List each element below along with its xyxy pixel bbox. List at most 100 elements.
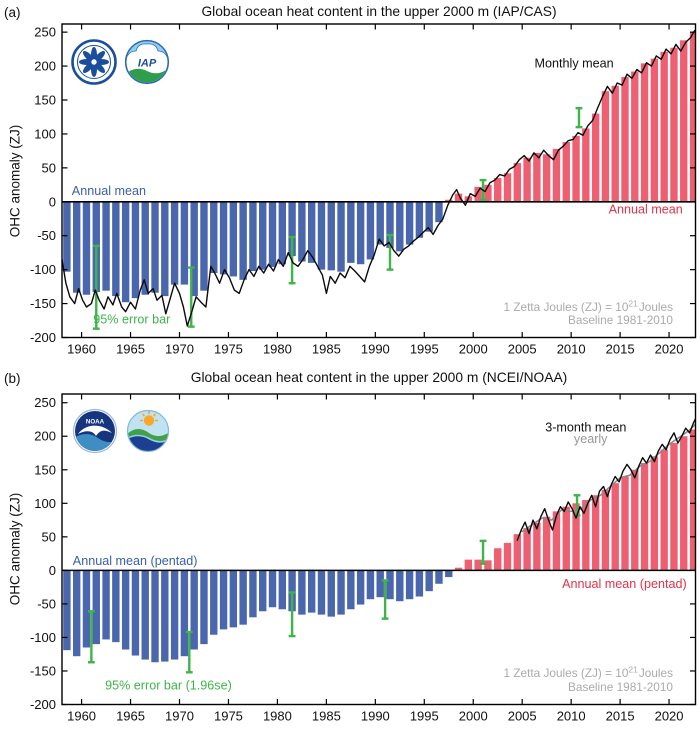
bar-1991 bbox=[386, 570, 394, 600]
bar-2002 bbox=[494, 178, 502, 202]
baseline-footnote: Baseline 1981-2010 bbox=[568, 313, 673, 327]
error-bar-1982 bbox=[288, 591, 296, 638]
x-tick-1980: 1980 bbox=[263, 709, 292, 724]
y-tick-200: 200 bbox=[34, 429, 56, 444]
bar-2011 bbox=[582, 128, 590, 202]
bar-2003 bbox=[503, 173, 512, 202]
error-bar-1971 bbox=[187, 266, 195, 328]
bar-1968 bbox=[161, 570, 169, 662]
bar-2002 bbox=[494, 548, 502, 571]
bar-1985 bbox=[327, 201, 335, 271]
panel-a-letter: (a) bbox=[4, 5, 21, 20]
bar-1988 bbox=[356, 570, 365, 605]
unit-footnote: 1 Zetta Joules (ZJ) = 1021Joules bbox=[504, 299, 674, 315]
x-tick-1985: 1985 bbox=[312, 342, 341, 357]
bar-1974 bbox=[219, 570, 228, 630]
bar-1979 bbox=[268, 570, 277, 608]
panel-b-title: Global ocean heat content in the upper 2… bbox=[190, 370, 568, 385]
bar-1986 bbox=[337, 570, 345, 615]
bar-2008 bbox=[552, 511, 561, 571]
axis-tick-labels: 1960 1965 1970 1975 1980 1985 1990 1995 2000 2005… bbox=[30, 395, 684, 723]
bar-1981 bbox=[288, 570, 296, 612]
bar-1984 bbox=[317, 201, 326, 270]
error-bar-label: 95% error bar (1.96se) bbox=[105, 679, 232, 693]
x-tick-2000: 2000 bbox=[459, 709, 488, 724]
x-tick-1980: 1980 bbox=[263, 342, 292, 357]
bar-1970 bbox=[180, 570, 189, 657]
y-tick-50: 50 bbox=[42, 529, 56, 544]
y-tick-250: 250 bbox=[34, 395, 56, 410]
y-tick--200: -200 bbox=[30, 697, 56, 712]
bar-1981 bbox=[288, 201, 296, 257]
bar-2017 bbox=[640, 463, 649, 571]
bar-1988 bbox=[356, 201, 365, 265]
x-tick-1975: 1975 bbox=[214, 709, 243, 724]
bar-2012 bbox=[591, 113, 600, 202]
bar-1963 bbox=[112, 201, 120, 297]
bar-1966 bbox=[141, 570, 149, 660]
bar-1975 bbox=[229, 570, 238, 628]
bar-1985 bbox=[327, 570, 335, 617]
three-month-mean-label: 3-month mean bbox=[545, 421, 626, 435]
unit-footnote: 1 Zetta Joules (ZJ) = 1021Joules bbox=[504, 665, 674, 681]
svg-text:IAP: IAP bbox=[138, 58, 157, 70]
bar-1993 bbox=[405, 570, 414, 600]
bar-1975 bbox=[229, 201, 238, 277]
bar-2005 bbox=[523, 528, 531, 571]
bar-1994 bbox=[415, 570, 424, 597]
axis-ticks bbox=[62, 24, 696, 339]
y-tick-150: 150 bbox=[34, 462, 56, 477]
x-tick-1960: 1960 bbox=[67, 709, 96, 724]
error-bar-label: 95% error bar bbox=[93, 312, 170, 326]
bar-1973 bbox=[210, 570, 218, 635]
x-tick-1985: 1985 bbox=[312, 709, 341, 724]
bar-2010 bbox=[572, 135, 580, 202]
bar-2015 bbox=[621, 476, 629, 571]
bar-1976 bbox=[239, 201, 247, 280]
bar-1983 bbox=[307, 570, 316, 613]
x-tick-2020: 2020 bbox=[655, 342, 684, 357]
x-tick-2015: 2015 bbox=[606, 709, 635, 724]
x-tick-1970: 1970 bbox=[165, 709, 194, 724]
y-tick-100: 100 bbox=[34, 126, 56, 141]
y-tick-200: 200 bbox=[34, 59, 56, 74]
bar-1965 bbox=[131, 201, 140, 299]
yearly-label: yearly bbox=[574, 432, 608, 446]
bar-2009 bbox=[562, 142, 570, 202]
bar-1970 bbox=[180, 201, 189, 285]
bar-1959 bbox=[72, 570, 81, 657]
x-tick-1965: 1965 bbox=[116, 342, 145, 357]
bar-2021 bbox=[680, 40, 688, 202]
bar-1978 bbox=[259, 570, 267, 612]
bar-2007 bbox=[542, 154, 551, 202]
x-tick-1995: 1995 bbox=[410, 709, 439, 724]
bar-2022 bbox=[689, 32, 696, 202]
bar-2013 bbox=[601, 91, 610, 202]
bar-2001 bbox=[484, 560, 492, 571]
bar-2017 bbox=[640, 63, 649, 202]
ohc-chart-ncei-noaa: 1960 1965 1970 1975 1980 1985 1990 1995 2000 2005… bbox=[30, 393, 697, 724]
y-tick--100: -100 bbox=[30, 630, 56, 645]
bar-2003 bbox=[503, 542, 512, 571]
bar-1960 bbox=[82, 570, 91, 648]
annual-mean-pentad-label-blue: Annual mean (pentad) bbox=[73, 554, 198, 568]
bar-1997 bbox=[445, 199, 453, 202]
bar-1994 bbox=[415, 201, 424, 238]
bar-1969 bbox=[170, 570, 179, 660]
bar-2016 bbox=[631, 71, 639, 202]
bar-2016 bbox=[631, 469, 639, 571]
bar-1984 bbox=[317, 570, 326, 615]
error-bar-1961 bbox=[87, 610, 95, 664]
bar-2014 bbox=[611, 483, 619, 571]
iap-logo-icon: IAP bbox=[124, 39, 170, 85]
bar-1987 bbox=[347, 570, 355, 610]
bar-2018 bbox=[650, 456, 659, 571]
x-tick-1990: 1990 bbox=[361, 342, 390, 357]
bar-1989 bbox=[366, 201, 375, 260]
bar-2000 bbox=[474, 186, 482, 202]
y-tick-0: 0 bbox=[49, 563, 56, 578]
x-tick-1990: 1990 bbox=[361, 709, 390, 724]
cas-logo-icon bbox=[71, 39, 117, 85]
bar-1995 bbox=[425, 570, 433, 592]
bar-2012 bbox=[591, 495, 600, 571]
